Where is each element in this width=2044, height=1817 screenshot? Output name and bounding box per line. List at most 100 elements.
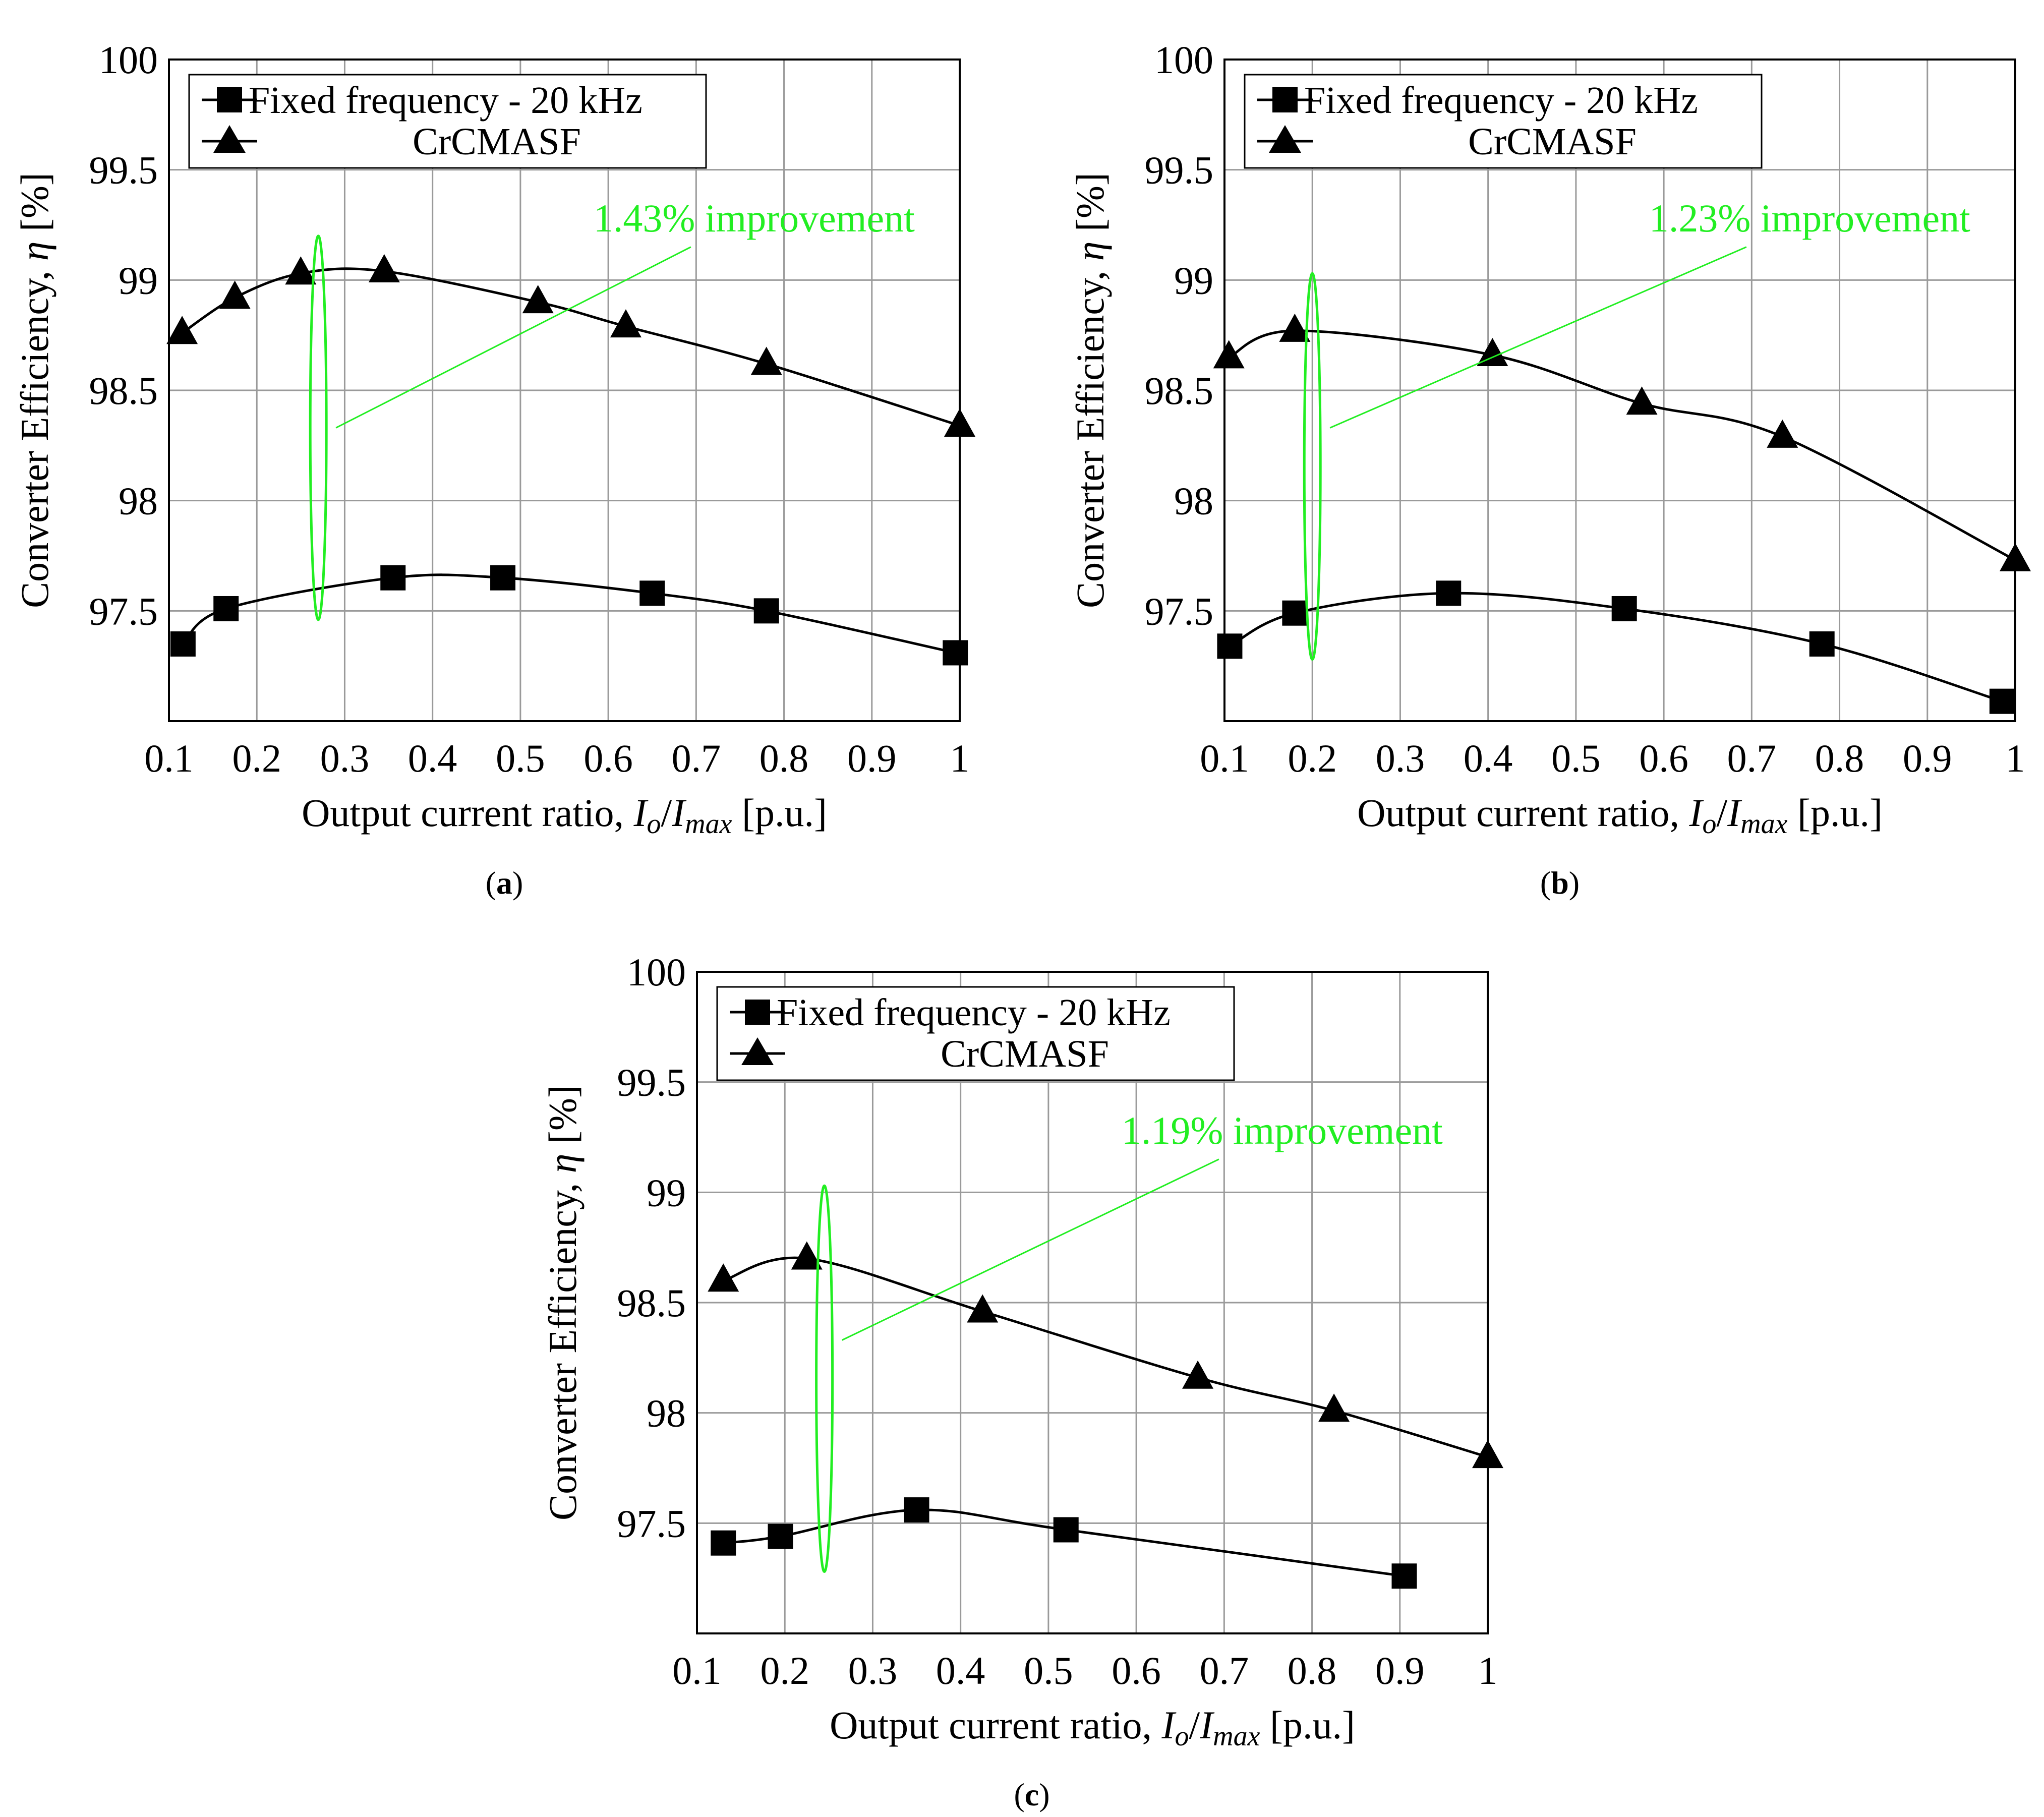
series-line-crcmasf [181, 267, 960, 427]
x-axis-subscript: o [1703, 808, 1717, 840]
legend-box [716, 986, 1235, 1081]
y-tick-label: 97.5 [617, 1501, 686, 1545]
x-axis-symbol: I [1161, 1703, 1177, 1747]
chart-panel-a: 0.1 0.2 0.3 0.4 0.5 0.6 0.7 0.8 0.9 1 97.5 98 98.5 99… [13, 38, 975, 840]
annotation-ellipse [1303, 272, 1322, 661]
panel-caption-c: (c) [1014, 1777, 1049, 1812]
y-tick-label: 98 [119, 479, 158, 523]
x-tick-label: 0.3 [320, 736, 370, 780]
legend-triangle-icon [213, 125, 246, 153]
y-axis-symbol: η [13, 242, 56, 261]
y-tick-label: 98 [647, 1391, 686, 1435]
x-axis-subscript: o [1175, 1721, 1189, 1752]
data-point-triangle [944, 408, 975, 437]
legend-label-fixed-frequency: Fixed frequency - 20 kHz [777, 991, 1171, 1034]
x-tick-label: 1 [950, 736, 970, 780]
x-axis-label: Output current ratio, Io/Imax [p.u.] [830, 1703, 1355, 1752]
x-axis-unit: [p.u.] [1787, 791, 1882, 835]
series-line-crcmasf [723, 1256, 1488, 1458]
grid [1224, 60, 2015, 721]
x-tick-label: 0.2 [1288, 736, 1337, 780]
y-tick-label: 100 [99, 38, 158, 82]
x-tick-label: 0.3 [848, 1649, 898, 1692]
y-tick-label: 99 [119, 258, 158, 302]
y-tick-label: 98.5 [89, 369, 158, 413]
caption-paren: ( [1014, 1777, 1024, 1812]
x-tick-label: 0.4 [408, 736, 457, 780]
x-tick-label: 0.5 [496, 736, 545, 780]
legend-box [188, 74, 707, 169]
x-tick-label: 0.6 [1112, 1649, 1161, 1692]
annotation-leader-line [841, 1158, 1219, 1341]
x-axis-slash: / [661, 791, 672, 835]
y-axis-label-text: Converter Efficiency, [1068, 261, 1112, 608]
y-tick-label: 98 [1174, 479, 1213, 523]
legend-triangle-icon [741, 1037, 774, 1065]
x-tick-label: 0.4 [1464, 736, 1513, 780]
legend-square-icon [745, 1000, 770, 1025]
data-point-triangle [1477, 338, 1508, 367]
x-tick-label: 1 [1478, 1649, 1498, 1692]
x-tick-label: 0.2 [760, 1649, 809, 1692]
chart-panel-b: 0.1 0.2 0.3 0.4 0.5 0.6 0.7 0.8 0.9 1 97.5 98 98.5 99… [1068, 38, 2031, 840]
y-axis-symbol: η [541, 1154, 585, 1174]
y-tick-label: 99.5 [89, 148, 158, 192]
data-point-triangle [522, 285, 554, 314]
y-axis-unit: [%] [541, 1085, 585, 1153]
caption-letter: c [1025, 1777, 1039, 1812]
legend-label-crcmasf: CrCMASF [1468, 121, 1637, 163]
data-point-square [213, 596, 239, 621]
x-tick-label: 0.4 [936, 1649, 985, 1692]
x-axis-subscript: max [1740, 808, 1787, 840]
x-tick-label: 0.1 [672, 1649, 722, 1692]
data-point-triangle [1213, 340, 1245, 369]
series-line-fixed-frequency [182, 573, 956, 654]
x-tick-label: 0.8 [1288, 1649, 1337, 1692]
x-tick-label: 0.9 [1903, 736, 1952, 780]
annotation-leader-line [1329, 246, 1747, 429]
data-point-triangle [1626, 386, 1658, 415]
caption-paren: ( [1540, 865, 1551, 901]
grid [697, 972, 1488, 1633]
legend-label-crcmasf: CrCMASF [941, 1033, 1109, 1075]
data-point-square [490, 565, 516, 591]
x-tick-label: 0.1 [1200, 736, 1249, 780]
y-tick-label: 99.5 [617, 1061, 686, 1104]
legend-label-fixed-frequency: Fixed frequency - 20 kHz [1304, 79, 1698, 122]
chart-panel-c: 0.1 0.2 0.3 0.4 0.5 0.6 0.7 0.8 0.9 1 97.5 98 98.5 99… [541, 950, 1503, 1752]
y-tick-label: 97.5 [89, 589, 158, 633]
data-point-triangle [1182, 1360, 1214, 1389]
data-point-square [904, 1497, 929, 1523]
panel-caption-b: (b) [1540, 865, 1580, 901]
x-tick-label: 0.5 [1024, 1649, 1073, 1692]
data-point-square [1391, 1563, 1417, 1589]
x-tick-label: 0.8 [1815, 736, 1864, 780]
data-point-triangle [285, 256, 317, 285]
data-point-square [1989, 688, 2015, 714]
y-tick-label: 99 [647, 1170, 686, 1214]
legend-square-icon [217, 87, 242, 112]
x-axis-symbol: I [633, 791, 649, 835]
legend-label-crcmasf: CrCMASF [413, 121, 581, 163]
caption-paren: ) [1569, 865, 1580, 901]
x-axis-unit: [p.u.] [732, 791, 827, 835]
x-tick-label: 0.7 [1200, 1649, 1249, 1692]
data-point-square [1282, 600, 1308, 626]
y-tick-label: 97.5 [1145, 589, 1214, 633]
data-point-triangle [610, 309, 641, 338]
data-point-triangle [219, 280, 251, 309]
x-tick-label: 0.7 [672, 736, 721, 780]
data-point-square [753, 598, 779, 624]
x-axis-label: Output current ratio, Io/Imax [p.u.] [1357, 791, 1883, 840]
x-axis-unit: [p.u.] [1260, 1703, 1355, 1747]
x-axis-label-text: Output current ratio, [1357, 791, 1689, 835]
plot-frame [696, 971, 1489, 1634]
x-tick-label: 1 [2006, 736, 2025, 780]
data-point-square [170, 631, 196, 657]
legend-triangle-icon [1269, 125, 1301, 153]
data-point-triangle [2000, 543, 2031, 571]
annotation-ellipse [815, 1184, 834, 1573]
x-tick-label: 0.6 [1639, 736, 1688, 780]
